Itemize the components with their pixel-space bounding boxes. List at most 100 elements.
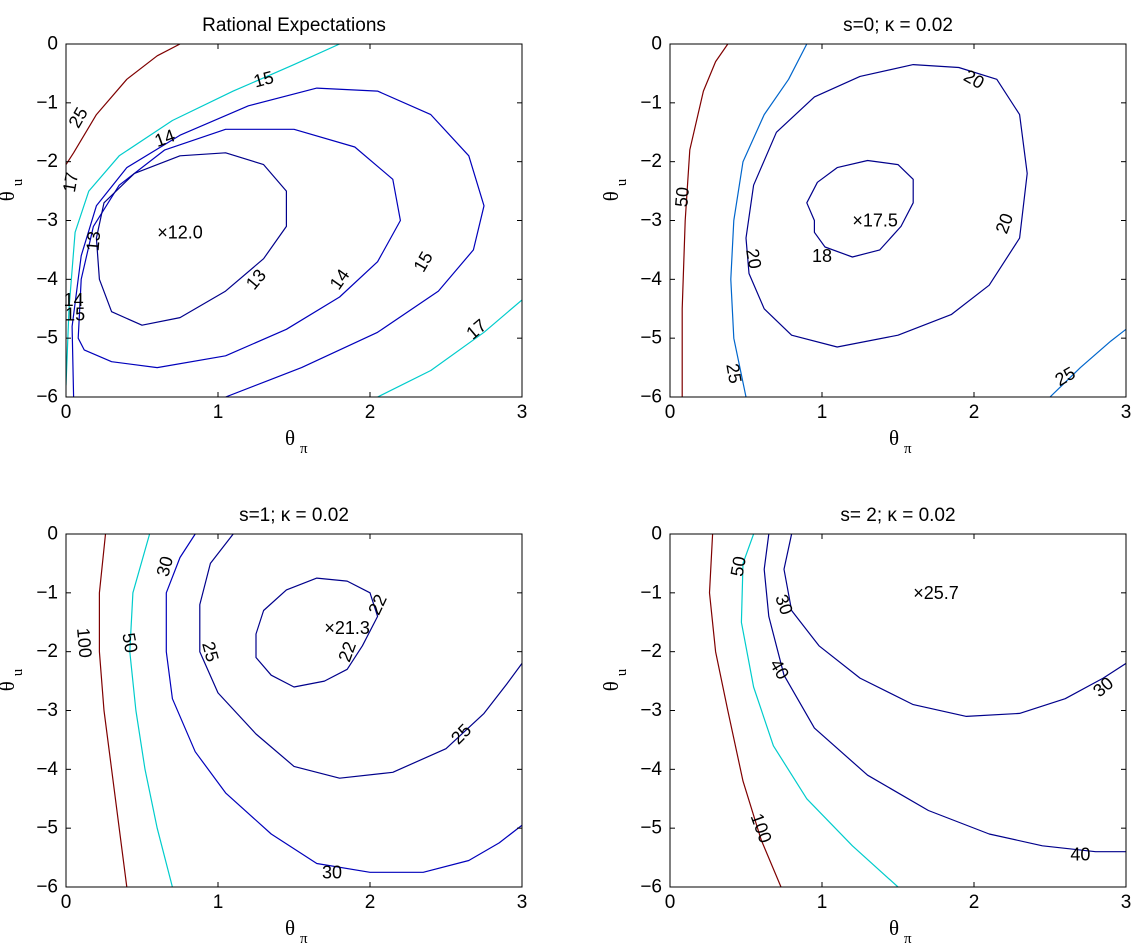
- x-axis-label-subscript: π: [904, 931, 912, 947]
- y-tick-label: −2: [36, 151, 58, 172]
- y-tick-label: −5: [36, 328, 58, 349]
- contour-lines: [681, 44, 1126, 397]
- y-tick-label: −3: [640, 210, 662, 231]
- contour-level-label: 25: [1052, 363, 1079, 390]
- contour-level-label: 17: [59, 171, 82, 194]
- x-axis-label: θ: [889, 426, 899, 450]
- y-tick-label: −4: [640, 759, 662, 780]
- panel-title: s= 2; κ = 0.02: [840, 505, 955, 526]
- y-tick-label: −6: [640, 387, 662, 408]
- panel-title: s=0; κ = 0.02: [843, 15, 953, 36]
- y-tick-label: −5: [640, 328, 662, 349]
- y-tick-label: −2: [36, 641, 58, 662]
- x-tick-label: 1: [817, 892, 828, 913]
- x-axis-label: θ: [889, 916, 899, 940]
- contour-level-label: 25: [198, 639, 223, 664]
- contour-level-label: 14: [64, 290, 84, 310]
- y-tick-label: −6: [36, 387, 58, 408]
- contour-level-label: 50: [118, 631, 141, 654]
- contour-line-17: [66, 44, 341, 386]
- x-tick-label: 0: [665, 892, 676, 913]
- contour-line-40: [763, 534, 1126, 853]
- x-tick-label: 1: [213, 892, 224, 913]
- y-tick-label: −3: [640, 700, 662, 721]
- contour-level-label: 40: [1070, 845, 1090, 865]
- y-axis-label: θ: [599, 681, 623, 691]
- contour-level-label: 15: [251, 67, 276, 92]
- contour-level-label: 18: [812, 246, 832, 266]
- x-axis-label-subscript: π: [904, 441, 912, 457]
- contour-level-label: 50: [727, 555, 750, 578]
- x-tick-label: 3: [1121, 892, 1132, 913]
- contour-level-label: 20: [742, 247, 765, 270]
- contour-level-label: 50: [671, 186, 693, 208]
- contour-level-label: 14: [326, 265, 354, 293]
- axes-frame: [65, 43, 523, 398]
- contour-line-100: [708, 534, 782, 887]
- y-axis-label: θ: [0, 191, 19, 201]
- minimum-marker-label: ×17.5: [852, 211, 898, 231]
- y-tick-label: 0: [651, 524, 662, 545]
- y-tick-label: −2: [640, 641, 662, 662]
- contour-line-30: [165, 534, 522, 873]
- y-tick-label: −5: [36, 818, 58, 839]
- contour-level-label: 20: [992, 211, 1018, 237]
- contour-line-50: [681, 44, 729, 397]
- contour-line-15: [71, 87, 485, 397]
- contour-lines: [98, 534, 522, 887]
- contour-lines: [708, 534, 1126, 887]
- y-tick-label: −3: [36, 210, 58, 231]
- panel-title: s=1; κ = 0.02: [239, 505, 349, 526]
- y-axis-label-group: θu: [599, 668, 630, 691]
- y-tick-label: −6: [36, 877, 58, 898]
- x-tick-label: 1: [213, 402, 224, 423]
- minimum-marker-label: ×25.7: [913, 583, 959, 603]
- contour-lines: [66, 44, 522, 397]
- contour-line-50: [740, 534, 899, 887]
- contour-level-label: 25: [722, 362, 745, 385]
- y-tick-label: 0: [651, 34, 662, 55]
- y-tick-label: −6: [640, 877, 662, 898]
- contour-line-17: [377, 299, 522, 397]
- y-axis-label-subscript: u: [614, 178, 630, 186]
- y-axis-label-subscript: u: [10, 668, 26, 676]
- contour-line-100: [98, 534, 128, 887]
- contour-line-25: [1049, 328, 1126, 397]
- axes-frame: [669, 533, 1127, 888]
- contour-level-label: 40: [766, 656, 793, 683]
- contour-line-25: [199, 534, 522, 779]
- contour-line-20: [745, 63, 1028, 348]
- panel-title: Rational Expectations: [202, 15, 386, 36]
- y-tick-label: −1: [640, 92, 662, 113]
- contour-level-label: 100: [73, 627, 96, 659]
- minimum-marker-label: ×21.3: [324, 618, 370, 638]
- contour-level-label: 22: [334, 639, 360, 665]
- contour-level-label: 30: [322, 862, 342, 882]
- contour-level-label: 30: [771, 592, 797, 618]
- contour-line-13: [95, 152, 287, 326]
- y-axis-label: θ: [599, 191, 623, 201]
- y-tick-label: −2: [640, 151, 662, 172]
- y-axis-label-group: θu: [0, 668, 26, 691]
- contour-level-label: 100: [747, 811, 776, 846]
- x-axis-label: θ: [285, 916, 295, 940]
- x-tick-label: 2: [969, 402, 980, 423]
- minimum-marker-label: ×12.0: [157, 222, 203, 242]
- x-axis-label-subscript: π: [300, 441, 308, 457]
- contour-line-25: [730, 44, 808, 397]
- x-tick-label: 2: [365, 892, 376, 913]
- y-axis-label-subscript: u: [10, 178, 26, 186]
- y-tick-label: 0: [47, 524, 58, 545]
- contour-line-50: [129, 534, 173, 887]
- y-tick-label: −5: [640, 818, 662, 839]
- y-tick-label: −1: [36, 582, 58, 603]
- contour-line-30: [783, 534, 1126, 717]
- axes-frame: [669, 43, 1127, 398]
- contour-level-label: 30: [1089, 673, 1117, 701]
- contour-level-label: 22: [364, 591, 391, 618]
- y-tick-label: −3: [36, 700, 58, 721]
